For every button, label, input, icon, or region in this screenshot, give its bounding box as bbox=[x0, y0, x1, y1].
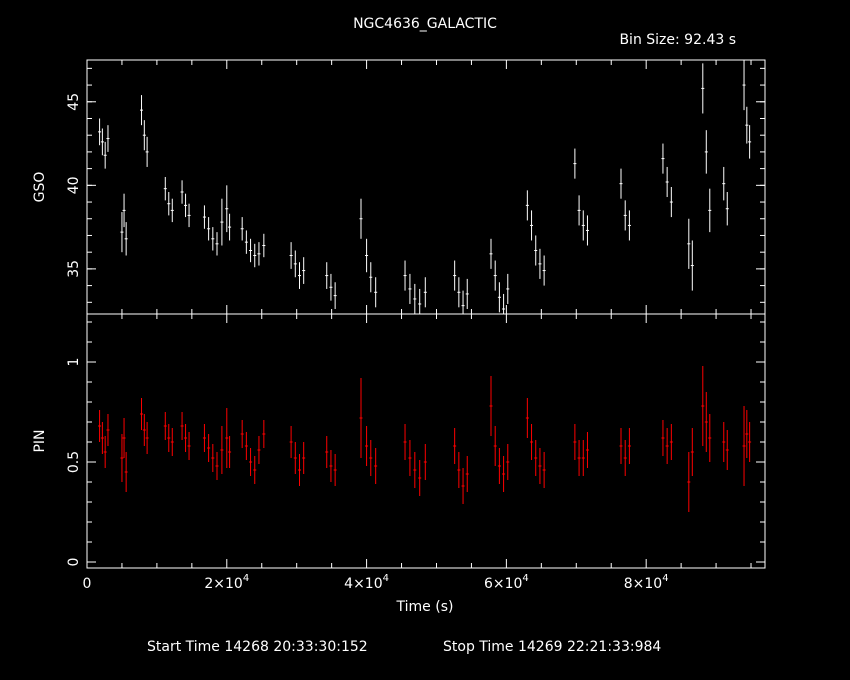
gso-axis-ticks: 35 40 45 bbox=[66, 60, 765, 314]
gso-y-tick-label: 40 bbox=[66, 176, 82, 194]
x-tick-label-exponent: 4 bbox=[243, 573, 249, 584]
x-tick-label-exponent: 4 bbox=[383, 573, 389, 584]
gso-y-tick-label: 35 bbox=[66, 260, 82, 278]
pin-panel: PIN 00.51 0 2×104 4×104 6×104 8×104 bbox=[32, 313, 766, 592]
x-tick-label: 0 bbox=[83, 576, 92, 592]
x-tick-label: 4×104 bbox=[344, 573, 389, 592]
x-tick-label: 8×104 bbox=[624, 573, 669, 592]
gso-panel-frame bbox=[86, 59, 766, 315]
x-axis-label: Time (s) bbox=[396, 599, 454, 615]
x-tick-label-mantissa: 2×10 bbox=[204, 576, 242, 592]
pin-y-tick-label: 0 bbox=[66, 558, 82, 567]
gso-y-axis-label: GSO bbox=[32, 172, 48, 203]
pin-series bbox=[98, 366, 752, 512]
start-time-label: Start Time 14268 20:33:30:152 bbox=[147, 639, 368, 655]
x-tick-label-mantissa: 4×10 bbox=[344, 576, 382, 592]
pin-panel-frame bbox=[86, 313, 766, 569]
gso-series bbox=[98, 60, 752, 314]
x-tick-label-mantissa: 0 bbox=[83, 576, 92, 592]
pin-axis-ticks: 00.51 bbox=[66, 314, 765, 568]
stop-time-label: Stop Time 14269 22:21:33:984 bbox=[443, 639, 661, 655]
pin-y-axis-label: PIN bbox=[32, 429, 48, 452]
pin-y-tick-label: 0.5 bbox=[66, 451, 82, 473]
x-tick-labels: 0 2×104 4×104 6×104 8×104 bbox=[83, 573, 669, 592]
x-tick-label: 2×104 bbox=[204, 573, 249, 592]
pin-y-tick-label: 1 bbox=[66, 358, 82, 367]
chart-title: NGC4636_GALACTIC bbox=[353, 16, 497, 32]
x-tick-label-mantissa: 8×10 bbox=[624, 576, 662, 592]
x-tick-label-mantissa: 6×10 bbox=[484, 576, 522, 592]
x-tick-label: 6×104 bbox=[484, 573, 529, 592]
gso-panel: GSO 35 40 45 bbox=[32, 59, 766, 315]
x-tick-label-exponent: 4 bbox=[522, 573, 528, 584]
bin-size-label: Bin Size: 92.43 s bbox=[619, 32, 736, 48]
x-tick-label-exponent: 4 bbox=[662, 573, 668, 584]
gso-y-tick-label: 45 bbox=[66, 93, 82, 111]
